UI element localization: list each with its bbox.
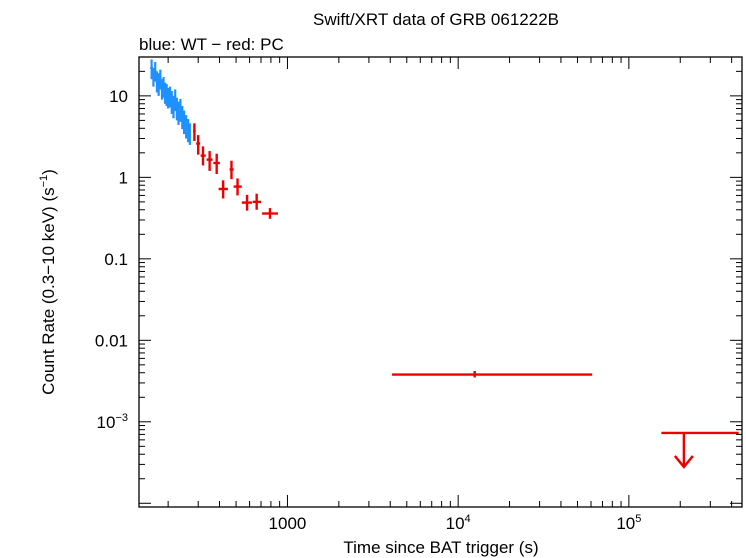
y-tick-label: 0.01	[95, 331, 128, 350]
pc-data-point	[206, 151, 213, 171]
wt-data-point	[179, 98, 182, 122]
pc-data-point	[193, 123, 196, 141]
pc-data-point	[196, 135, 201, 155]
y-axis-label: Count Rate (0.3−10 keV) (s−1)	[38, 169, 58, 395]
wt-data-point	[181, 106, 184, 130]
x-tick-label: 105	[616, 513, 641, 533]
wt-data-point	[187, 119, 190, 143]
y-tick-label: 0.1	[104, 250, 128, 269]
pc-data-point	[200, 146, 206, 166]
pc-data-point	[262, 208, 278, 219]
x-tick-label: 104	[446, 513, 471, 533]
x-tick-label: 1000	[269, 514, 307, 533]
y-tick-label: 10	[109, 87, 128, 106]
pc-data-point	[661, 431, 739, 469]
x-axis-label: Time since BAT trigger (s)	[343, 538, 538, 557]
plot-frame	[138, 56, 743, 508]
pc-data-point	[233, 178, 242, 196]
chart-title: Swift/XRT data of GRB 061222B	[313, 10, 559, 29]
y-tick-label: 1	[119, 168, 128, 187]
upper-limit-arrow-head	[673, 455, 694, 469]
pc-data-point	[241, 194, 253, 211]
pc-data-point	[229, 160, 234, 180]
x-axis: 1000 104 105	[167, 57, 733, 533]
y-axis: 10 1 0.1 0.01 10−3	[95, 56, 742, 508]
chart-subtitle: blue: WT − red: PC	[139, 35, 284, 54]
pc-data-point	[252, 193, 262, 210]
data-marks	[150, 59, 739, 469]
wt-data-point	[188, 123, 191, 145]
y-tick-label: 10−3	[97, 412, 128, 432]
pc-data-point	[392, 371, 593, 378]
wt-data-point	[177, 101, 180, 125]
pc-data-point	[218, 180, 228, 199]
pc-data-point	[213, 153, 220, 174]
wt-data-point	[185, 115, 188, 139]
wt-data-point	[182, 110, 186, 135]
